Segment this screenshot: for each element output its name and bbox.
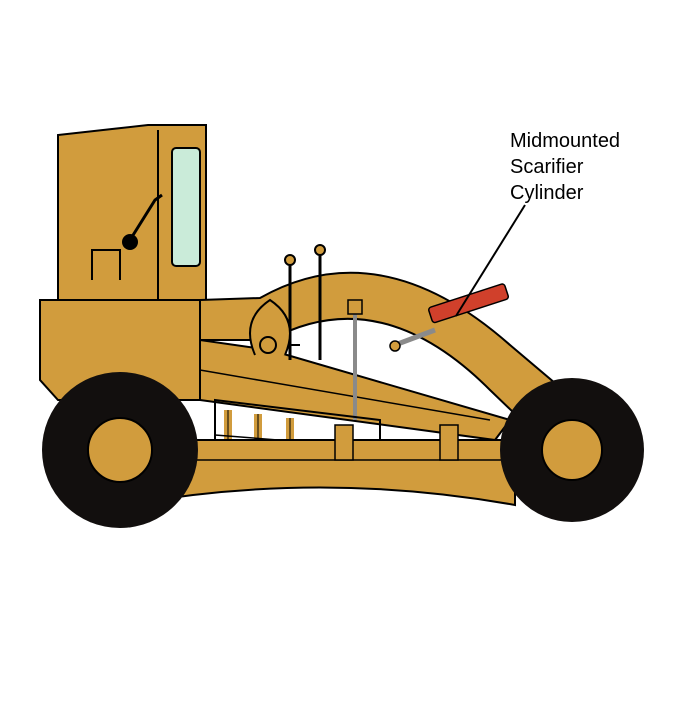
cab [58,125,206,300]
grader-svg [0,0,700,700]
callout-line1: Midmounted [510,128,620,154]
rear-wheel [42,372,198,528]
grader-diagram: Midmounted Scarifier Cylinder [0,0,700,700]
cab-window [172,148,200,266]
callout-line3: Cylinder [510,180,620,206]
callout-line2: Scarifier [510,154,620,180]
front-wheel [500,378,644,522]
callout-label: Midmounted Scarifier Cylinder [510,128,620,206]
